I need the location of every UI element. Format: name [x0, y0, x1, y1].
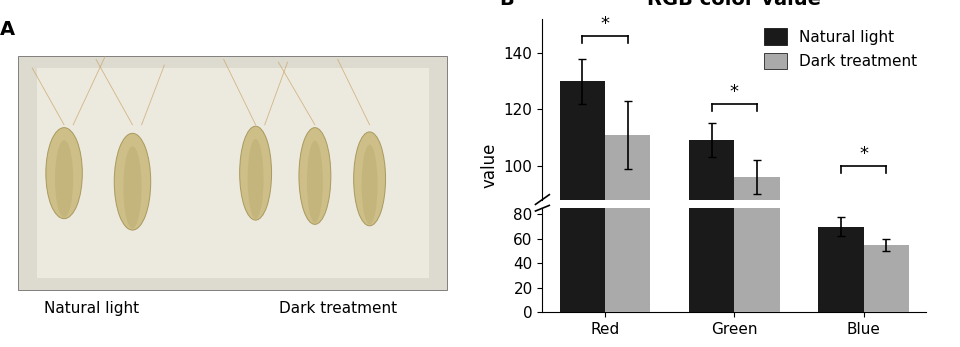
Bar [605, 135, 650, 347]
Bar [36, 68, 429, 278]
Bar [560, 153, 605, 312]
Text: A: A [0, 20, 15, 40]
Legend: Natural light, Dark treatment: Natural light, Dark treatment [757, 22, 924, 75]
Ellipse shape [123, 146, 142, 228]
Bar [819, 227, 864, 312]
Ellipse shape [240, 126, 272, 220]
Text: *: * [601, 15, 610, 33]
Ellipse shape [46, 128, 83, 219]
Bar [734, 195, 780, 312]
Ellipse shape [248, 139, 264, 219]
Bar [560, 81, 605, 347]
Bar [605, 176, 650, 312]
Ellipse shape [299, 128, 331, 225]
Text: value: value [481, 143, 498, 188]
Text: *: * [730, 83, 739, 101]
Bar [864, 245, 909, 312]
Bar [18, 57, 447, 290]
Ellipse shape [114, 133, 151, 230]
Bar [689, 179, 734, 312]
Ellipse shape [55, 140, 73, 218]
Ellipse shape [353, 132, 386, 226]
Text: B: B [499, 0, 514, 9]
Bar [864, 293, 909, 347]
Ellipse shape [307, 141, 323, 223]
Bar [689, 140, 734, 347]
Text: Dark treatment: Dark treatment [278, 301, 396, 316]
Bar [734, 177, 780, 347]
Ellipse shape [362, 145, 377, 225]
Text: *: * [859, 145, 868, 163]
Bar [819, 250, 864, 347]
Title: RGB color value: RGB color value [647, 0, 822, 9]
Text: Natural light: Natural light [44, 301, 139, 316]
